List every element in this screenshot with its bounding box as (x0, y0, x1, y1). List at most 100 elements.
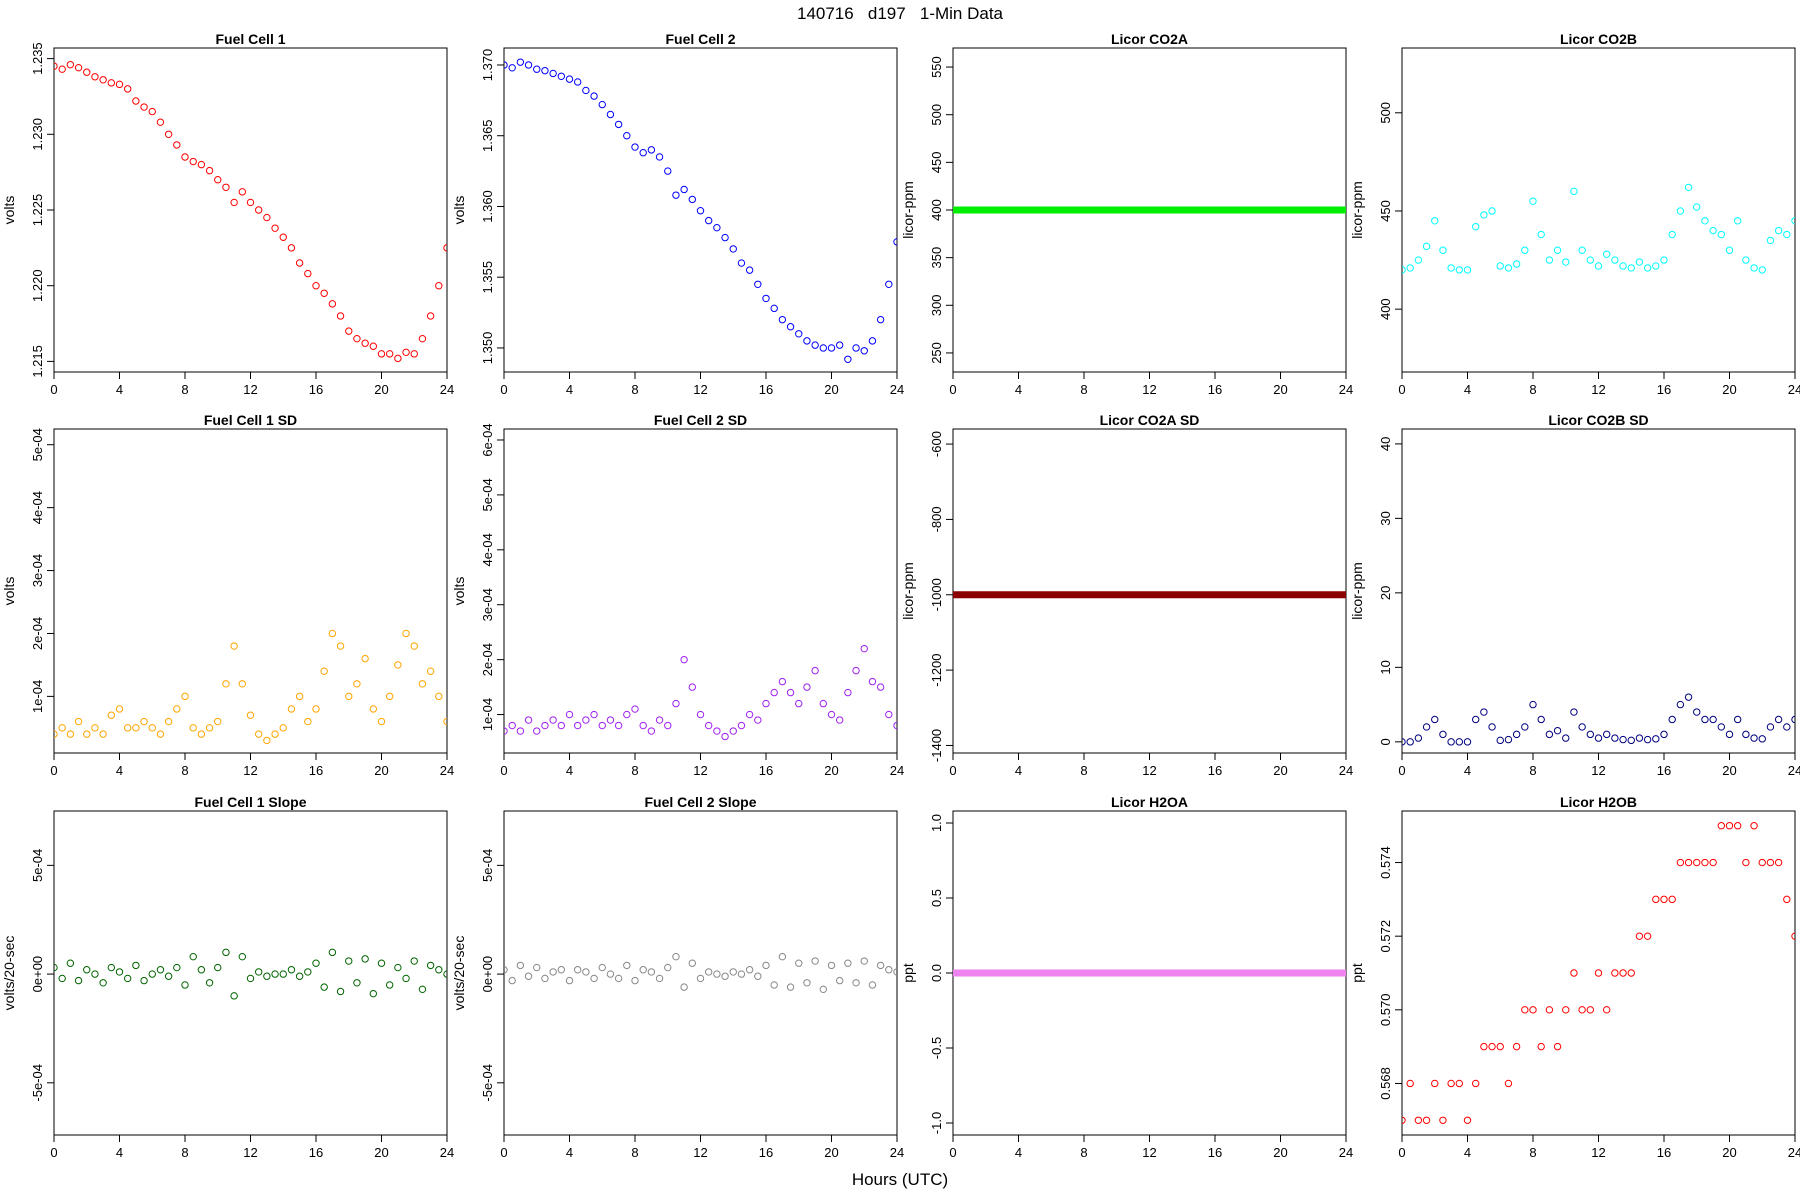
data-point (1504, 1079, 1513, 1088)
data-point (729, 968, 737, 976)
data-point (1471, 715, 1480, 724)
data-point (1742, 256, 1750, 264)
data-point (688, 195, 697, 204)
data-point (353, 680, 361, 688)
data-point (54, 62, 58, 70)
y-tick-label: 1.230 (30, 118, 45, 151)
data-point (754, 972, 762, 980)
y-tick-label: 1.350 (480, 332, 495, 365)
data-point (1652, 735, 1660, 743)
data-point (664, 167, 672, 175)
data-point (320, 983, 328, 991)
data-point (353, 979, 361, 987)
data-point (1758, 266, 1766, 274)
data-point (1774, 858, 1783, 867)
plot-frame (1401, 428, 1796, 754)
x-tick-label: 24 (440, 1145, 454, 1160)
data-point (1529, 197, 1537, 205)
y-tick-label: 500 (929, 104, 944, 126)
data-point (680, 185, 688, 194)
data-point (504, 727, 508, 735)
data-point (1602, 730, 1611, 739)
data-point (1635, 932, 1644, 940)
data-point (1750, 734, 1758, 742)
data-point (1783, 723, 1791, 731)
data-point (729, 245, 737, 253)
data-point (1725, 730, 1734, 739)
data-point (1512, 260, 1521, 268)
x-tick-label: 16 (1208, 763, 1222, 778)
data-point (549, 968, 557, 976)
data-point (312, 959, 320, 967)
data-point (1512, 730, 1521, 739)
data-point (737, 259, 746, 267)
data-point (696, 710, 705, 719)
x-tick-label: 24 (890, 763, 904, 778)
data-point (655, 153, 664, 161)
y-tick-label: 3e-04 (480, 588, 495, 621)
x-tick-label: 24 (890, 382, 904, 397)
y-axis-label: volts/20-sec (1, 936, 17, 1011)
y-tick-label: 0.568 (1378, 1067, 1393, 1100)
data-point (786, 688, 795, 697)
data-point (1766, 236, 1775, 245)
data-point (1463, 266, 1472, 274)
data-point (426, 961, 435, 970)
data-point (639, 148, 647, 157)
data-point (410, 642, 418, 650)
data-point (254, 206, 263, 214)
data-point (418, 985, 427, 994)
x-tick-label: 12 (243, 763, 257, 778)
data-point (1463, 1116, 1472, 1124)
y-tick-label: 10 (1378, 660, 1393, 674)
data-point (778, 952, 787, 961)
x-tick-label: 8 (181, 382, 188, 397)
data-point (1402, 266, 1406, 274)
data-points (1402, 693, 1795, 746)
data-point (254, 968, 263, 976)
y-tick-label: 300 (929, 294, 944, 316)
x-tick-label: 20 (1273, 1145, 1287, 1160)
data-point (504, 966, 508, 974)
data-point (1414, 256, 1423, 264)
data-point (1521, 246, 1529, 254)
figure-title: 140716 d197 1-Min Data (796, 4, 1004, 23)
data-point (320, 667, 328, 675)
data-point (721, 732, 729, 741)
data-point (1619, 969, 1627, 977)
data-point (287, 966, 296, 974)
data-point (631, 705, 639, 713)
data-point (385, 692, 394, 701)
data-point (1619, 735, 1627, 744)
data-point (1402, 738, 1406, 746)
data-point (295, 692, 304, 701)
data-point (1586, 730, 1595, 739)
data-point (189, 157, 197, 166)
data-point (1758, 858, 1766, 867)
data-point (647, 146, 656, 154)
data-point (811, 957, 819, 965)
data-point (623, 132, 631, 140)
data-point (1521, 723, 1529, 731)
data-point (729, 727, 737, 735)
data-point (606, 110, 615, 119)
data-point (664, 963, 672, 972)
y-tick-label: 5e-04 (480, 478, 495, 511)
y-tick-label: 0e+00 (480, 956, 495, 993)
x-tick-label: 20 (824, 382, 838, 397)
data-point (377, 959, 386, 967)
data-point (803, 979, 811, 987)
data-point (1643, 735, 1652, 744)
data-point (1627, 736, 1635, 745)
data-point (557, 72, 566, 80)
x-tick-label: 16 (1657, 763, 1671, 778)
data-point (1439, 246, 1447, 254)
data-point (1611, 969, 1619, 977)
data-point (402, 348, 410, 357)
data-point (1717, 723, 1726, 731)
data-point (214, 717, 222, 726)
y-tick-label: 2e-04 (30, 617, 45, 650)
data-points (54, 629, 447, 745)
data-point (1414, 1116, 1423, 1124)
